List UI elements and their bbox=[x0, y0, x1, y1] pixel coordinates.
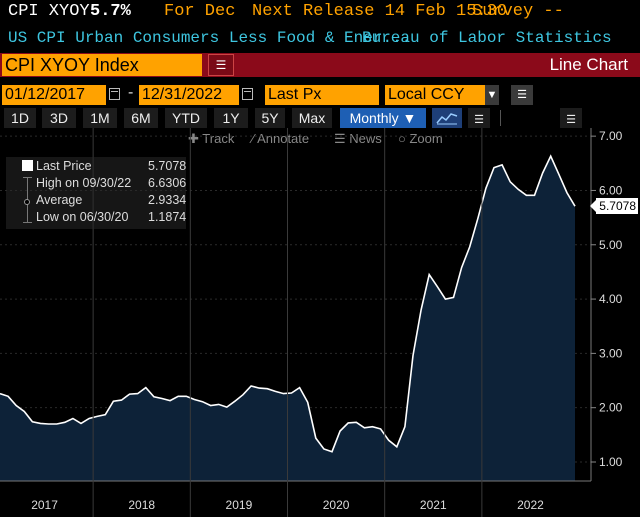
range-buttons-row: 1D 3D 1M 6M YTD 1Y 5Y Max Monthly ▼ ☰ ☰ bbox=[0, 107, 640, 129]
x-tick-label: 2022 bbox=[517, 498, 544, 512]
ticker-label: CPI XYOY bbox=[8, 2, 90, 21]
x-tick-label: 2021 bbox=[420, 498, 447, 512]
magnifier-icon: ○ bbox=[398, 131, 406, 146]
date-controls-row: 01/12/2017 - 12/31/2022 Last Px Local CC… bbox=[0, 84, 640, 106]
security-dropdown-button[interactable]: ☰ bbox=[208, 54, 234, 76]
source-label: Bureau of Labor Statistics bbox=[362, 29, 612, 47]
range-1y-button[interactable]: 1Y bbox=[214, 108, 248, 128]
menu-icon: ☰ bbox=[566, 114, 576, 126]
x-tick-label: 2019 bbox=[226, 498, 253, 512]
toolbar-divider bbox=[500, 110, 501, 126]
header-row: CPI XYOY 5.7% For Dec Next Release 14 Fe… bbox=[0, 0, 640, 24]
news-tool[interactable]: ☰ News bbox=[334, 131, 382, 146]
legend-last-value: 5.7078 bbox=[148, 159, 187, 173]
style-dropdown-button[interactable]: ☰ bbox=[468, 108, 490, 128]
legend-low-label: Low on 06/30/20 bbox=[36, 210, 129, 224]
y-tick-label: 5.00 bbox=[599, 238, 623, 252]
menu-icon: ☰ bbox=[517, 89, 527, 101]
settings-dropdown-button[interactable]: ☰ bbox=[511, 85, 533, 105]
range-5y-button[interactable]: 5Y bbox=[255, 108, 285, 128]
zoom-tool[interactable]: ○ Zoom bbox=[398, 131, 443, 146]
x-tick-label: 2018 bbox=[128, 498, 155, 512]
y-tick-label: 2.00 bbox=[599, 401, 623, 415]
line-chart-icon bbox=[436, 113, 458, 125]
track-tool[interactable]: ✚ Track bbox=[188, 131, 235, 146]
range-ytd-button[interactable]: YTD bbox=[165, 108, 207, 128]
price-chart[interactable]: 1.002.003.004.005.006.007.00 2017 2018 201… bbox=[0, 128, 640, 517]
range-3d-button[interactable]: 3D bbox=[42, 108, 76, 128]
menu-icon: ☰ bbox=[215, 58, 227, 72]
line-chart-style-button[interactable] bbox=[432, 108, 462, 128]
crosshair-icon: ✚ bbox=[188, 131, 199, 146]
legend-low-row: Low on 06/30/20 1.1874 bbox=[6, 210, 186, 226]
currency-select[interactable]: Local CCY bbox=[385, 85, 485, 105]
last-price-tag: 5.7078 bbox=[590, 198, 638, 215]
chart-tools-row: ✚ Track ∕ Annotate ☰ News ○ Zoom bbox=[0, 130, 640, 148]
calendar-icon[interactable] bbox=[242, 88, 253, 100]
options-dropdown-button[interactable]: ☰ bbox=[560, 108, 582, 128]
security-bar: CPI XYOY Index ☰ Line Chart bbox=[0, 53, 640, 77]
y-tick-label: 4.00 bbox=[599, 292, 623, 306]
high-tick bbox=[23, 177, 32, 178]
field-input[interactable]: Last Px bbox=[265, 85, 379, 105]
y-tick-label: 6.00 bbox=[599, 183, 623, 197]
start-date-input[interactable]: 01/12/2017 bbox=[2, 85, 106, 105]
range-max-button[interactable]: Max bbox=[292, 108, 332, 128]
currency-dropdown-button[interactable]: ▼ bbox=[485, 85, 499, 105]
legend-avg-label: Average bbox=[36, 193, 83, 207]
x-tick-label: 2017 bbox=[31, 498, 58, 512]
calendar-icon[interactable] bbox=[109, 88, 120, 100]
chevron-down-icon: ▼ bbox=[486, 89, 498, 101]
next-release-label: Next Release 14 Feb 15:30 bbox=[252, 2, 508, 21]
annotate-tool[interactable]: ∕ Annotate bbox=[252, 131, 310, 146]
legend-low-value: 1.1874 bbox=[148, 210, 187, 224]
date-range-dash: - bbox=[128, 84, 134, 101]
end-date-input[interactable]: 12/31/2022 bbox=[139, 85, 239, 105]
chart-legend[interactable]: Last Price 5.7078 High on 09/30/22 6.630… bbox=[6, 157, 186, 229]
last-price-swatch bbox=[22, 160, 33, 171]
chart-type-label: Line Chart bbox=[549, 55, 628, 74]
current-value: 5.7% bbox=[90, 2, 131, 21]
menu-icon: ☰ bbox=[474, 114, 484, 126]
range-1d-button[interactable]: 1D bbox=[4, 108, 36, 128]
news-icon: ☰ bbox=[334, 131, 346, 146]
survey-label: Survey -- bbox=[472, 2, 564, 21]
description-row: US CPI Urban Consumers Less Food & Ener.… bbox=[0, 26, 640, 50]
price-area-fill bbox=[0, 156, 575, 481]
security-description: US CPI Urban Consumers Less Food & Ener.… bbox=[8, 29, 412, 47]
pencil-icon: ∕ bbox=[252, 131, 255, 146]
y-tick-label: 7.00 bbox=[599, 129, 623, 143]
legend-high-row: High on 09/30/22 6.6306 bbox=[6, 176, 186, 192]
low-tick bbox=[23, 222, 32, 223]
legend-last-label: Last Price bbox=[36, 159, 92, 173]
x-tick-label: 2020 bbox=[323, 498, 350, 512]
frequency-dropdown[interactable]: Monthly ▼ bbox=[340, 108, 426, 128]
legend-avg-value: 2.9334 bbox=[148, 193, 187, 207]
security-input[interactable]: CPI XYOY Index bbox=[2, 54, 202, 76]
legend-last-row: Last Price 5.7078 bbox=[6, 159, 186, 175]
x-axis: 2017 2018 2019 2020 2021 2022 bbox=[31, 128, 544, 517]
legend-high-label: High on 09/30/22 bbox=[36, 176, 132, 190]
period-label: For Dec bbox=[164, 2, 236, 21]
legend-avg-row: Average 2.9334 bbox=[6, 193, 186, 209]
range-1m-button[interactable]: 1M bbox=[83, 108, 117, 128]
average-marker bbox=[24, 199, 30, 205]
legend-high-value: 6.6306 bbox=[148, 176, 187, 190]
y-tick-label: 3.00 bbox=[599, 346, 623, 360]
range-6m-button[interactable]: 6M bbox=[124, 108, 158, 128]
y-tick-label: 1.00 bbox=[599, 455, 623, 469]
y-axis: 1.00 2.00 3.00 4.00 5.00 6.00 7.00 bbox=[591, 129, 623, 469]
